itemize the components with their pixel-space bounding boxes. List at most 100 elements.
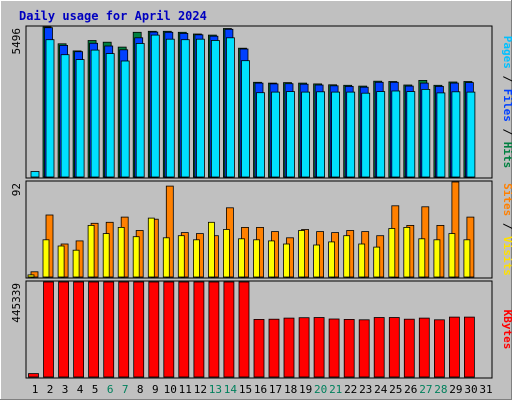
middle-sites-bar-day-19 [298,230,306,278]
bottom-kbytes-bar-day-28 [433,319,445,378]
top-pages-bar-day-17 [271,91,280,178]
x-tick-label-day-1: 1 [32,383,39,396]
chart-title: Daily usage for April 2024 [19,9,207,23]
top-pages-bar-day-9 [150,34,160,178]
x-tick-label-day-2: 2 [47,383,54,396]
legend-bottom: KBytes [501,310,512,350]
bottom-kbytes-bar-day-26 [403,318,415,378]
x-tick-label-day-14: 14 [224,383,238,396]
x-tick-label-day-31: 31 [479,383,492,396]
middle-sites-bar-day-30 [463,239,471,278]
top-pages-bar-day-6 [105,53,115,178]
x-tick-label-day-11: 11 [179,383,192,396]
middle-visits-bar-day-29 [451,181,460,278]
top-pages-bar-day-19 [301,91,311,178]
bottom-kbytes-bar-day-8 [133,281,145,378]
x-tick-label-day-5: 5 [92,383,99,396]
top-pages-bar-day-26 [406,91,416,178]
legend-top-pages: Pages [501,36,512,69]
top-pages-bar-day-2 [45,39,55,178]
bottom-kbytes-bar-day-27 [418,317,430,378]
x-tick-label-day-18: 18 [284,383,297,396]
panel-middle-max-label: 92 [10,183,23,196]
middle-sites-bar-day-8 [132,236,140,278]
bottom-kbytes-bar-day-4 [73,281,84,378]
middle-sites-bar-day-15 [238,238,245,278]
middle-sites-bar-day-7 [117,226,125,278]
middle-sites-bar-day-22 [343,235,351,278]
top-pages-bar-day-11 [180,39,190,178]
top-pages-bar-day-29 [451,91,461,178]
bottom-kbytes-bar-day-12 [193,281,205,378]
middle-sites-bar-day-11 [177,235,185,278]
top-pages-bar-day-3 [60,54,70,178]
x-tick-label-day-12: 12 [194,383,207,396]
middle-sites-bar-day-27 [418,238,426,278]
bottom-kbytes-bar-day-14 [223,281,235,378]
middle-sites-bar-day-6 [102,233,110,278]
panel-bottom-max-label: 445339 [10,283,23,323]
bottom-kbytes-bar-day-16 [253,318,265,378]
x-tick-label-day-30: 30 [464,383,477,396]
middle-sites-bar-day-24 [373,246,381,278]
x-tick-label-day-25: 25 [389,383,402,396]
middle-sites-bar-day-14 [222,229,230,278]
middle-sites-bar-day-1 [27,274,35,278]
middle-sites-bar-day-16 [253,239,260,278]
legend-middle-sites: Sites [501,183,512,216]
top-pages-bar-day-16 [256,92,265,178]
bottom-kbytes-bar-day-7 [118,281,130,378]
x-tick-label-day-10: 10 [164,383,177,396]
top-pages-bar-day-13 [210,40,220,178]
top-pages-bar-day-28 [436,92,446,178]
x-tick-label-day-13: 13 [209,383,222,396]
bottom-kbytes-bar-day-6 [103,281,115,378]
middle-sites-bar-day-21 [328,241,336,278]
top-pages-bar-day-12 [195,38,205,178]
bottom-kbytes-bar-day-22 [343,318,355,378]
top-pages-bar-day-27 [421,89,431,178]
x-tick-label-day-16: 16 [254,383,267,396]
x-tick-label-day-24: 24 [374,383,388,396]
top-pages-bar-day-22 [346,91,356,178]
middle-sites-bar-day-28 [433,239,441,278]
middle-sites-bar-day-5 [87,224,95,278]
legend-middle-visits: Visits [501,236,512,276]
x-tick-label-day-26: 26 [404,383,417,396]
top-pages-bar-day-7 [120,60,130,178]
middle-sites-bar-day-25 [388,228,396,278]
legend-top-files: Files [501,89,512,122]
x-tick-label-day-20: 20 [314,383,327,396]
top-pages-bar-day-18 [286,91,295,178]
middle-sites-bar-day-18 [283,243,290,278]
top-pages-bar-day-24 [376,91,386,178]
x-tick-label-day-29: 29 [449,383,462,396]
bottom-kbytes-bar-day-15 [238,281,250,378]
legend-bottom-kbytes: KBytes [501,310,512,350]
top-pages-bar-day-4 [75,59,85,178]
middle-sites-bar-day-3 [57,245,65,278]
middle-visits-bar-day-10 [165,185,174,278]
bottom-kbytes-bar-day-17 [268,318,280,378]
bottom-kbytes-bar-day-3 [58,281,69,378]
top-pages-bar-day-20 [316,91,326,178]
top-pages-bar-day-5 [90,49,100,178]
bottom-kbytes-bar-day-11 [178,281,190,378]
middle-sites-bar-day-23 [358,243,366,278]
middle-sites-bar-day-20 [313,244,321,278]
top-pages-bar-day-1 [30,171,40,178]
legend-top: Pages / Files / Hits [501,36,512,169]
x-tick-label-day-8: 8 [137,383,144,396]
bottom-kbytes-bar-day-25 [388,317,400,378]
middle-sites-bar-day-9 [147,217,155,278]
x-tick-label-day-28: 28 [434,383,447,396]
panel-top-max-label: 5496 [10,28,23,55]
middle-sites-bar-day-17 [268,240,275,278]
x-tick-label-day-23: 23 [359,383,372,396]
middle-sites-bar-day-13 [207,221,215,278]
legend-top-hits: Hits [501,142,512,169]
middle-sites-bar-day-4 [72,249,80,278]
bottom-kbytes-bar-day-21 [328,318,340,378]
bottom-kbytes-bar-day-13 [208,281,220,378]
